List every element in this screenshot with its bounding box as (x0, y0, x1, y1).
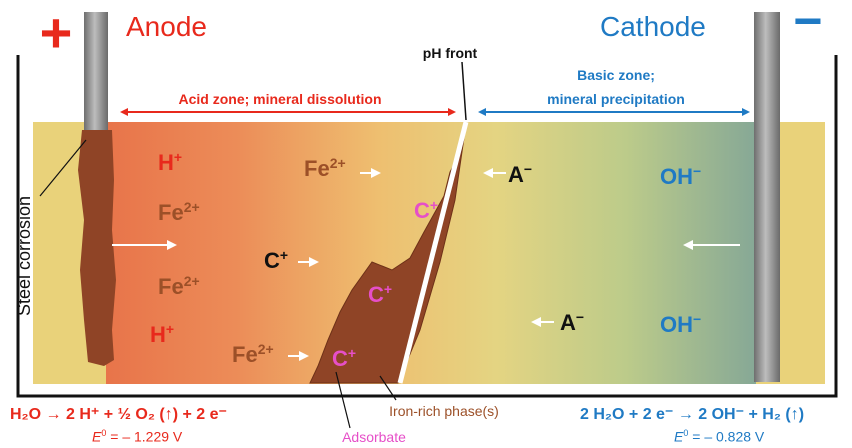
oh-minus-ion: OH− (660, 311, 701, 337)
a-minus-ion: A− (560, 309, 584, 335)
basic-zone-label-line2: mineral precipitation (547, 91, 685, 107)
anode-rod (84, 12, 108, 130)
plus-sign: + (40, 1, 73, 64)
h-plus-ion: H+ (150, 321, 174, 347)
cathode-label: Cathode (600, 11, 706, 42)
cathode-reaction-equation: 2 H₂O + 2 e⁻ → 2 OH⁻ + H₂ (↑) (580, 406, 805, 423)
ph-front-line (397, 121, 469, 384)
basic-zone-label-line1: Basic zone; (577, 67, 655, 83)
steel-corrosion-pointer (39, 139, 87, 197)
oh-minus-ion: OH− (660, 163, 701, 189)
steel-corrosion-layer (78, 130, 116, 366)
minus-sign: − (793, 0, 822, 49)
cathode-rod (754, 12, 780, 382)
acid-zone-label: Acid zone; mineral dissolution (178, 91, 381, 107)
adsorbate-label: Adsorbate (342, 429, 406, 445)
fe2-ion: Fe2+ (158, 199, 200, 225)
anode-standard-potential: E0 = – 1.229 V (92, 428, 183, 445)
ph-front-pointer (461, 61, 467, 121)
cathode-standard-potential: E0 = – 0.828 V (674, 428, 765, 445)
anode-reaction-equation: H₂O → 2 H⁺ + ½ O₂ (↑) + 2 e⁻ (10, 406, 227, 423)
fe2-ion: Fe2+ (304, 155, 346, 181)
steel-corrosion-label: Steel corrosion (14, 196, 34, 316)
adsorbed-c-plus: C+ (332, 345, 356, 371)
ph-front-label: pH front (423, 45, 478, 61)
adsorbate-pointer (335, 371, 351, 429)
iron-rich-phase-label: Iron-rich phase(s) (389, 403, 499, 419)
anode-label: Anode (126, 11, 207, 42)
iron-rich-phase-deposit (309, 123, 467, 384)
iron-rich-phase-pointer (379, 375, 397, 401)
h-plus-ion: H+ (158, 149, 182, 175)
adsorbed-c-plus: C+ (414, 197, 438, 223)
cell-container-outline (16, 55, 838, 398)
adsorbed-c-plus: C+ (368, 281, 392, 307)
fe2-ion: Fe2+ (158, 273, 200, 299)
a-minus-ion: A− (508, 161, 532, 187)
fe2-ion: Fe2+ (232, 341, 274, 367)
c-plus-ion: C+ (264, 247, 288, 273)
